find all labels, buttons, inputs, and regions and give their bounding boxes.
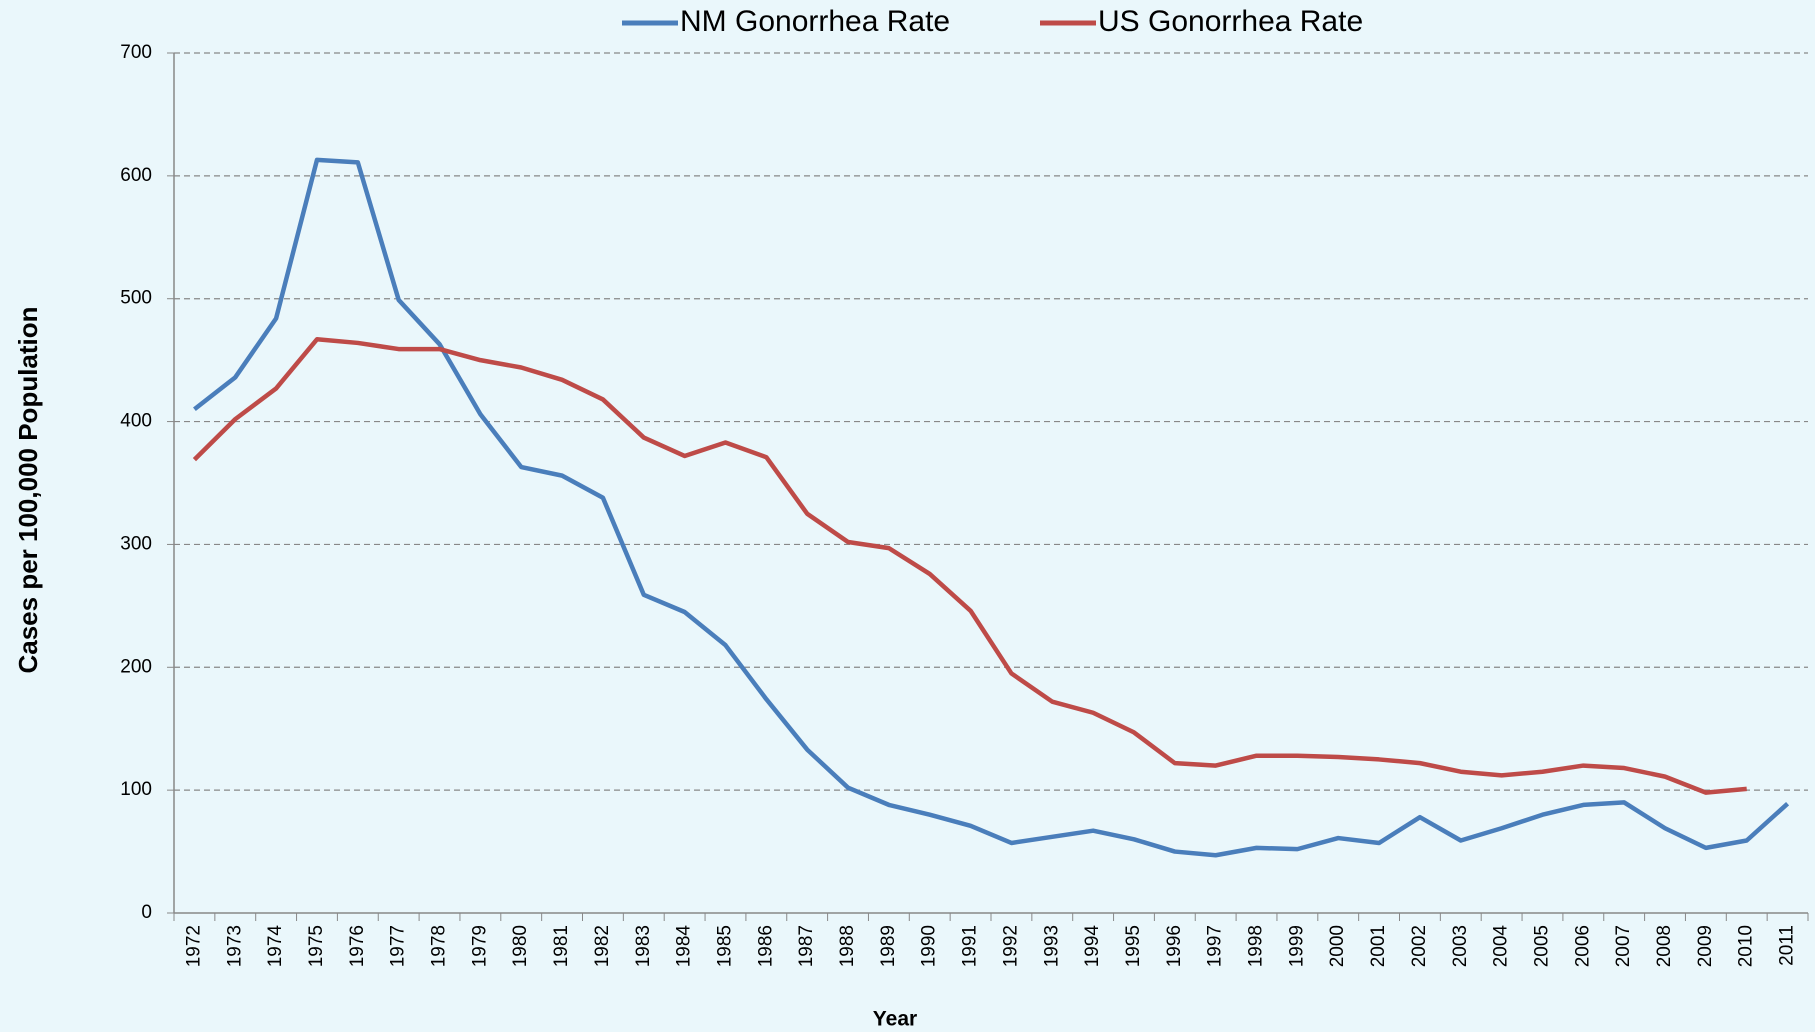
x-tick-label: 1989 xyxy=(878,925,899,967)
x-tick-label: 1986 xyxy=(755,925,776,967)
x-tick-label: 2008 xyxy=(1654,925,1675,967)
x-tick-label: 1990 xyxy=(919,925,940,967)
x-tick-label: 1997 xyxy=(1205,925,1226,967)
x-axis-title: Year xyxy=(873,1008,917,1031)
x-tick-label: 1984 xyxy=(674,925,695,968)
x-tick-label: 1998 xyxy=(1246,925,1267,967)
x-tick-label: 1978 xyxy=(429,925,450,967)
y-tick-label: 300 xyxy=(120,533,152,554)
x-tick-label: 1996 xyxy=(1164,925,1185,967)
x-tick-label: 1999 xyxy=(1286,925,1307,967)
x-tick-label: 1972 xyxy=(183,925,204,967)
x-tick-label: 1995 xyxy=(1123,925,1144,967)
x-tick-label: 1985 xyxy=(714,925,735,967)
y-tick-label: 500 xyxy=(120,288,152,309)
x-tick-label: 1983 xyxy=(633,925,654,967)
x-tick-label: 1992 xyxy=(1000,925,1021,967)
x-tick-label: 1991 xyxy=(960,925,981,967)
legend-label: NM Gonorrhea Rate xyxy=(680,5,950,38)
x-tick-label: 1976 xyxy=(347,925,368,967)
x-tick-label: 1973 xyxy=(224,925,245,967)
x-tick-label: 2000 xyxy=(1327,925,1348,967)
y-tick-label: 200 xyxy=(120,656,152,677)
x-tick-label: 1994 xyxy=(1082,925,1103,968)
y-tick-label: 600 xyxy=(120,165,152,186)
x-tick-label: 1981 xyxy=(551,925,572,967)
x-tick-label: 2004 xyxy=(1491,925,1512,968)
x-tick-label: 1993 xyxy=(1041,925,1062,967)
x-tick-label: 1982 xyxy=(592,925,613,967)
x-tick-label: 2010 xyxy=(1736,925,1757,967)
x-tick-label: 2007 xyxy=(1613,925,1634,967)
x-tick-label: 1974 xyxy=(265,925,286,968)
y-tick-label: 100 xyxy=(120,779,152,800)
x-tick-label: 2006 xyxy=(1572,925,1593,967)
legend-label: US Gonorrhea Rate xyxy=(1098,5,1363,38)
x-tick-label: 2009 xyxy=(1695,925,1716,967)
y-tick-label: 400 xyxy=(120,411,152,432)
x-tick-label: 1975 xyxy=(306,925,327,967)
line-series xyxy=(193,157,1790,858)
x-tick-label: 1977 xyxy=(388,925,409,967)
x-tick-label: 1980 xyxy=(510,925,531,967)
y-axis-title: Cases per 100,000 Population xyxy=(13,306,43,673)
line-series xyxy=(192,337,1747,795)
x-tick-label: 2002 xyxy=(1409,925,1430,967)
x-tick-label: 1988 xyxy=(837,925,858,967)
x-tick-label: 1987 xyxy=(796,925,817,967)
x-tick-label: 2003 xyxy=(1450,925,1471,967)
y-tick-label: 700 xyxy=(120,42,152,63)
y-tick-label: 0 xyxy=(141,902,152,923)
x-tick-label: 2005 xyxy=(1531,925,1552,967)
x-tick-label: 2001 xyxy=(1368,925,1389,967)
x-tick-label: 2011 xyxy=(1777,925,1798,966)
x-tick-label: 1979 xyxy=(469,925,490,967)
